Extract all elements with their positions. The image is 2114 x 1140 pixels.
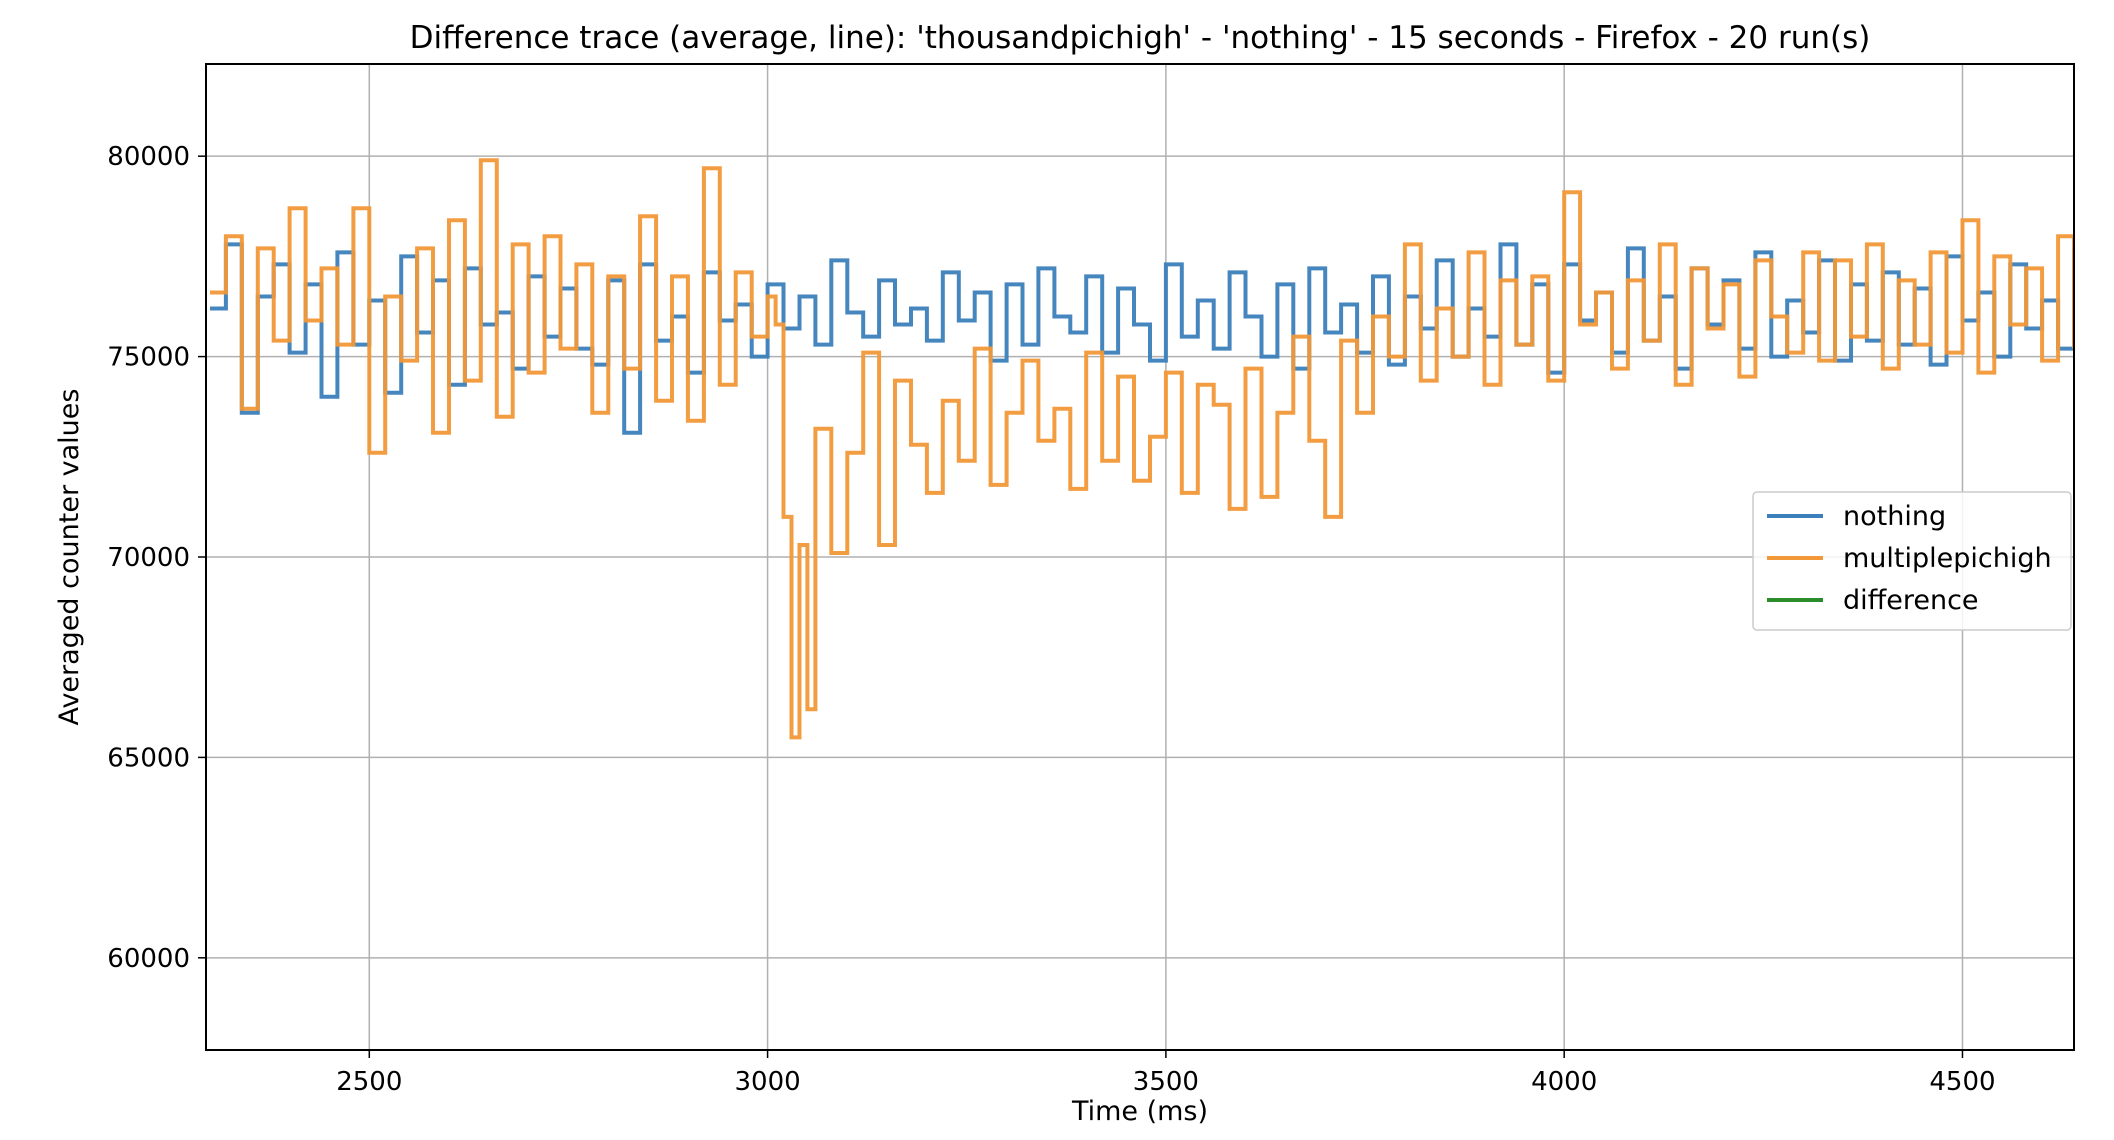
grid bbox=[206, 64, 2074, 1050]
series-lines bbox=[210, 158, 2074, 740]
series-line-multiplepichigh bbox=[210, 158, 2074, 740]
x-tick-label: 4500 bbox=[1929, 1067, 1995, 1097]
x-axis-label: Time (ms) bbox=[1071, 1096, 1208, 1127]
y-tick-label: 65000 bbox=[107, 743, 190, 773]
x-axis-ticks: 2500 3000 3500 4000 4500 bbox=[336, 1050, 1996, 1097]
y-tick-label: 75000 bbox=[107, 343, 190, 373]
y-tick-label: 60000 bbox=[107, 944, 190, 974]
x-tick-label: 2500 bbox=[336, 1067, 402, 1097]
x-tick-label: 4000 bbox=[1531, 1067, 1597, 1097]
x-tick-label: 3500 bbox=[1133, 1067, 1199, 1097]
y-tick-label: 70000 bbox=[107, 543, 190, 573]
y-axis-label: Averaged counter values bbox=[54, 389, 85, 726]
legend-box bbox=[1752, 491, 2072, 631]
chart-title: Difference trace (average, line): 'thous… bbox=[410, 20, 1871, 56]
y-tick-label: 80000 bbox=[107, 142, 190, 172]
legend-label-nothing: nothing bbox=[1843, 501, 1946, 532]
y-axis-ticks: 60000 65000 70000 75000 80000 bbox=[107, 142, 206, 974]
x-tick-label: 3000 bbox=[735, 1067, 801, 1097]
legend-label-difference: difference bbox=[1843, 585, 1979, 616]
legend: nothing multiplepichigh difference bbox=[1752, 491, 2072, 631]
legend-label-multiplepichigh: multiplepichigh bbox=[1843, 543, 2052, 574]
